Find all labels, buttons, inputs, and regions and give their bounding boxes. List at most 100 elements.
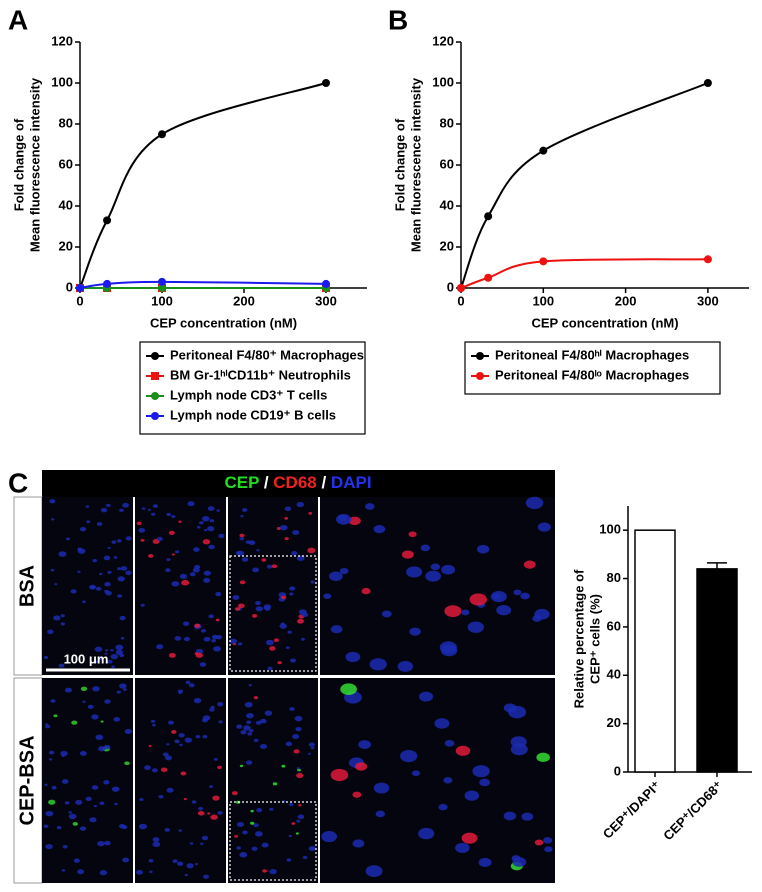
cell [188,683,195,688]
fit-line [79,280,327,289]
cell [194,862,199,866]
legend-marker [151,352,159,360]
cell [307,752,311,755]
marker [76,284,84,292]
cell [156,536,163,542]
cell [120,566,128,571]
cell [293,749,300,754]
cell [150,512,156,516]
micro-title-part: CD68 [273,473,316,492]
cell [77,547,83,551]
cell [119,508,124,513]
cell [174,636,182,641]
cell [237,642,243,646]
cell [72,822,79,826]
marker [484,273,493,282]
cell [117,567,122,571]
cell [217,765,223,770]
scale-bar-label: 100 μm [64,651,109,666]
bar [634,529,676,773]
cell [289,586,296,591]
cell [164,828,170,832]
fit-line [460,258,708,289]
cell [521,812,534,821]
cell [58,663,65,668]
cell [125,570,132,576]
cell [91,785,99,790]
cell [242,830,248,835]
cell [113,717,121,722]
cell [184,873,188,877]
cell [310,580,315,584]
legend-marker [476,352,484,360]
cell [455,842,470,853]
cell [162,752,169,757]
cell [60,614,65,618]
cell [472,765,490,778]
cell [308,742,315,747]
y-axis-label: CEP⁺ cells (%) [587,594,602,684]
cell [296,555,305,561]
cell [289,592,294,596]
cell [339,567,349,575]
cell [111,786,120,792]
micro-header [42,470,555,497]
cell [269,807,274,811]
cell [89,817,97,823]
marker [158,130,166,139]
panel-label: A [8,4,28,35]
cell [215,592,222,597]
y-tick-label: 120 [432,33,454,48]
cell [441,564,456,575]
marker [703,255,712,264]
cell [253,738,259,743]
cell [218,533,225,539]
cell [369,658,387,671]
cell [259,743,268,749]
cell [105,591,112,596]
cell [171,730,177,734]
cell [234,834,239,838]
cell [50,568,55,572]
cell [212,795,220,801]
cell [256,808,263,813]
legend-label: BM Gr-1ʰⁱCD11b⁺ Neutrophils [170,367,351,382]
cell [107,546,111,549]
x-tick-label: 0 [457,293,464,308]
cell [355,762,368,771]
cell [183,636,191,642]
cell [273,638,280,643]
cell [113,556,118,559]
cell [195,652,203,658]
cell [64,801,70,805]
cell [418,691,434,702]
cell [444,605,462,618]
legend-box [139,341,366,435]
cell [232,595,240,600]
cell [104,840,111,846]
cell [99,801,105,806]
cell [166,787,174,793]
cell [247,732,253,736]
cell [271,564,278,569]
cell [95,734,104,741]
cell [96,522,103,526]
cell [152,504,159,508]
cell [120,636,125,640]
y-tick-label: 100 [432,74,454,89]
cell [114,802,118,806]
micrograph [228,678,318,883]
cell [158,794,164,799]
cell [295,832,299,835]
cell [455,745,471,756]
zoom-box [229,555,317,672]
cell [207,812,211,815]
y-tick-label: 40 [440,197,454,212]
cell [381,610,392,618]
cell [352,839,365,848]
cell [177,861,184,866]
cell [295,726,302,732]
cell [217,702,224,707]
y-tick-label: 0 [66,279,73,294]
cell [94,646,103,652]
